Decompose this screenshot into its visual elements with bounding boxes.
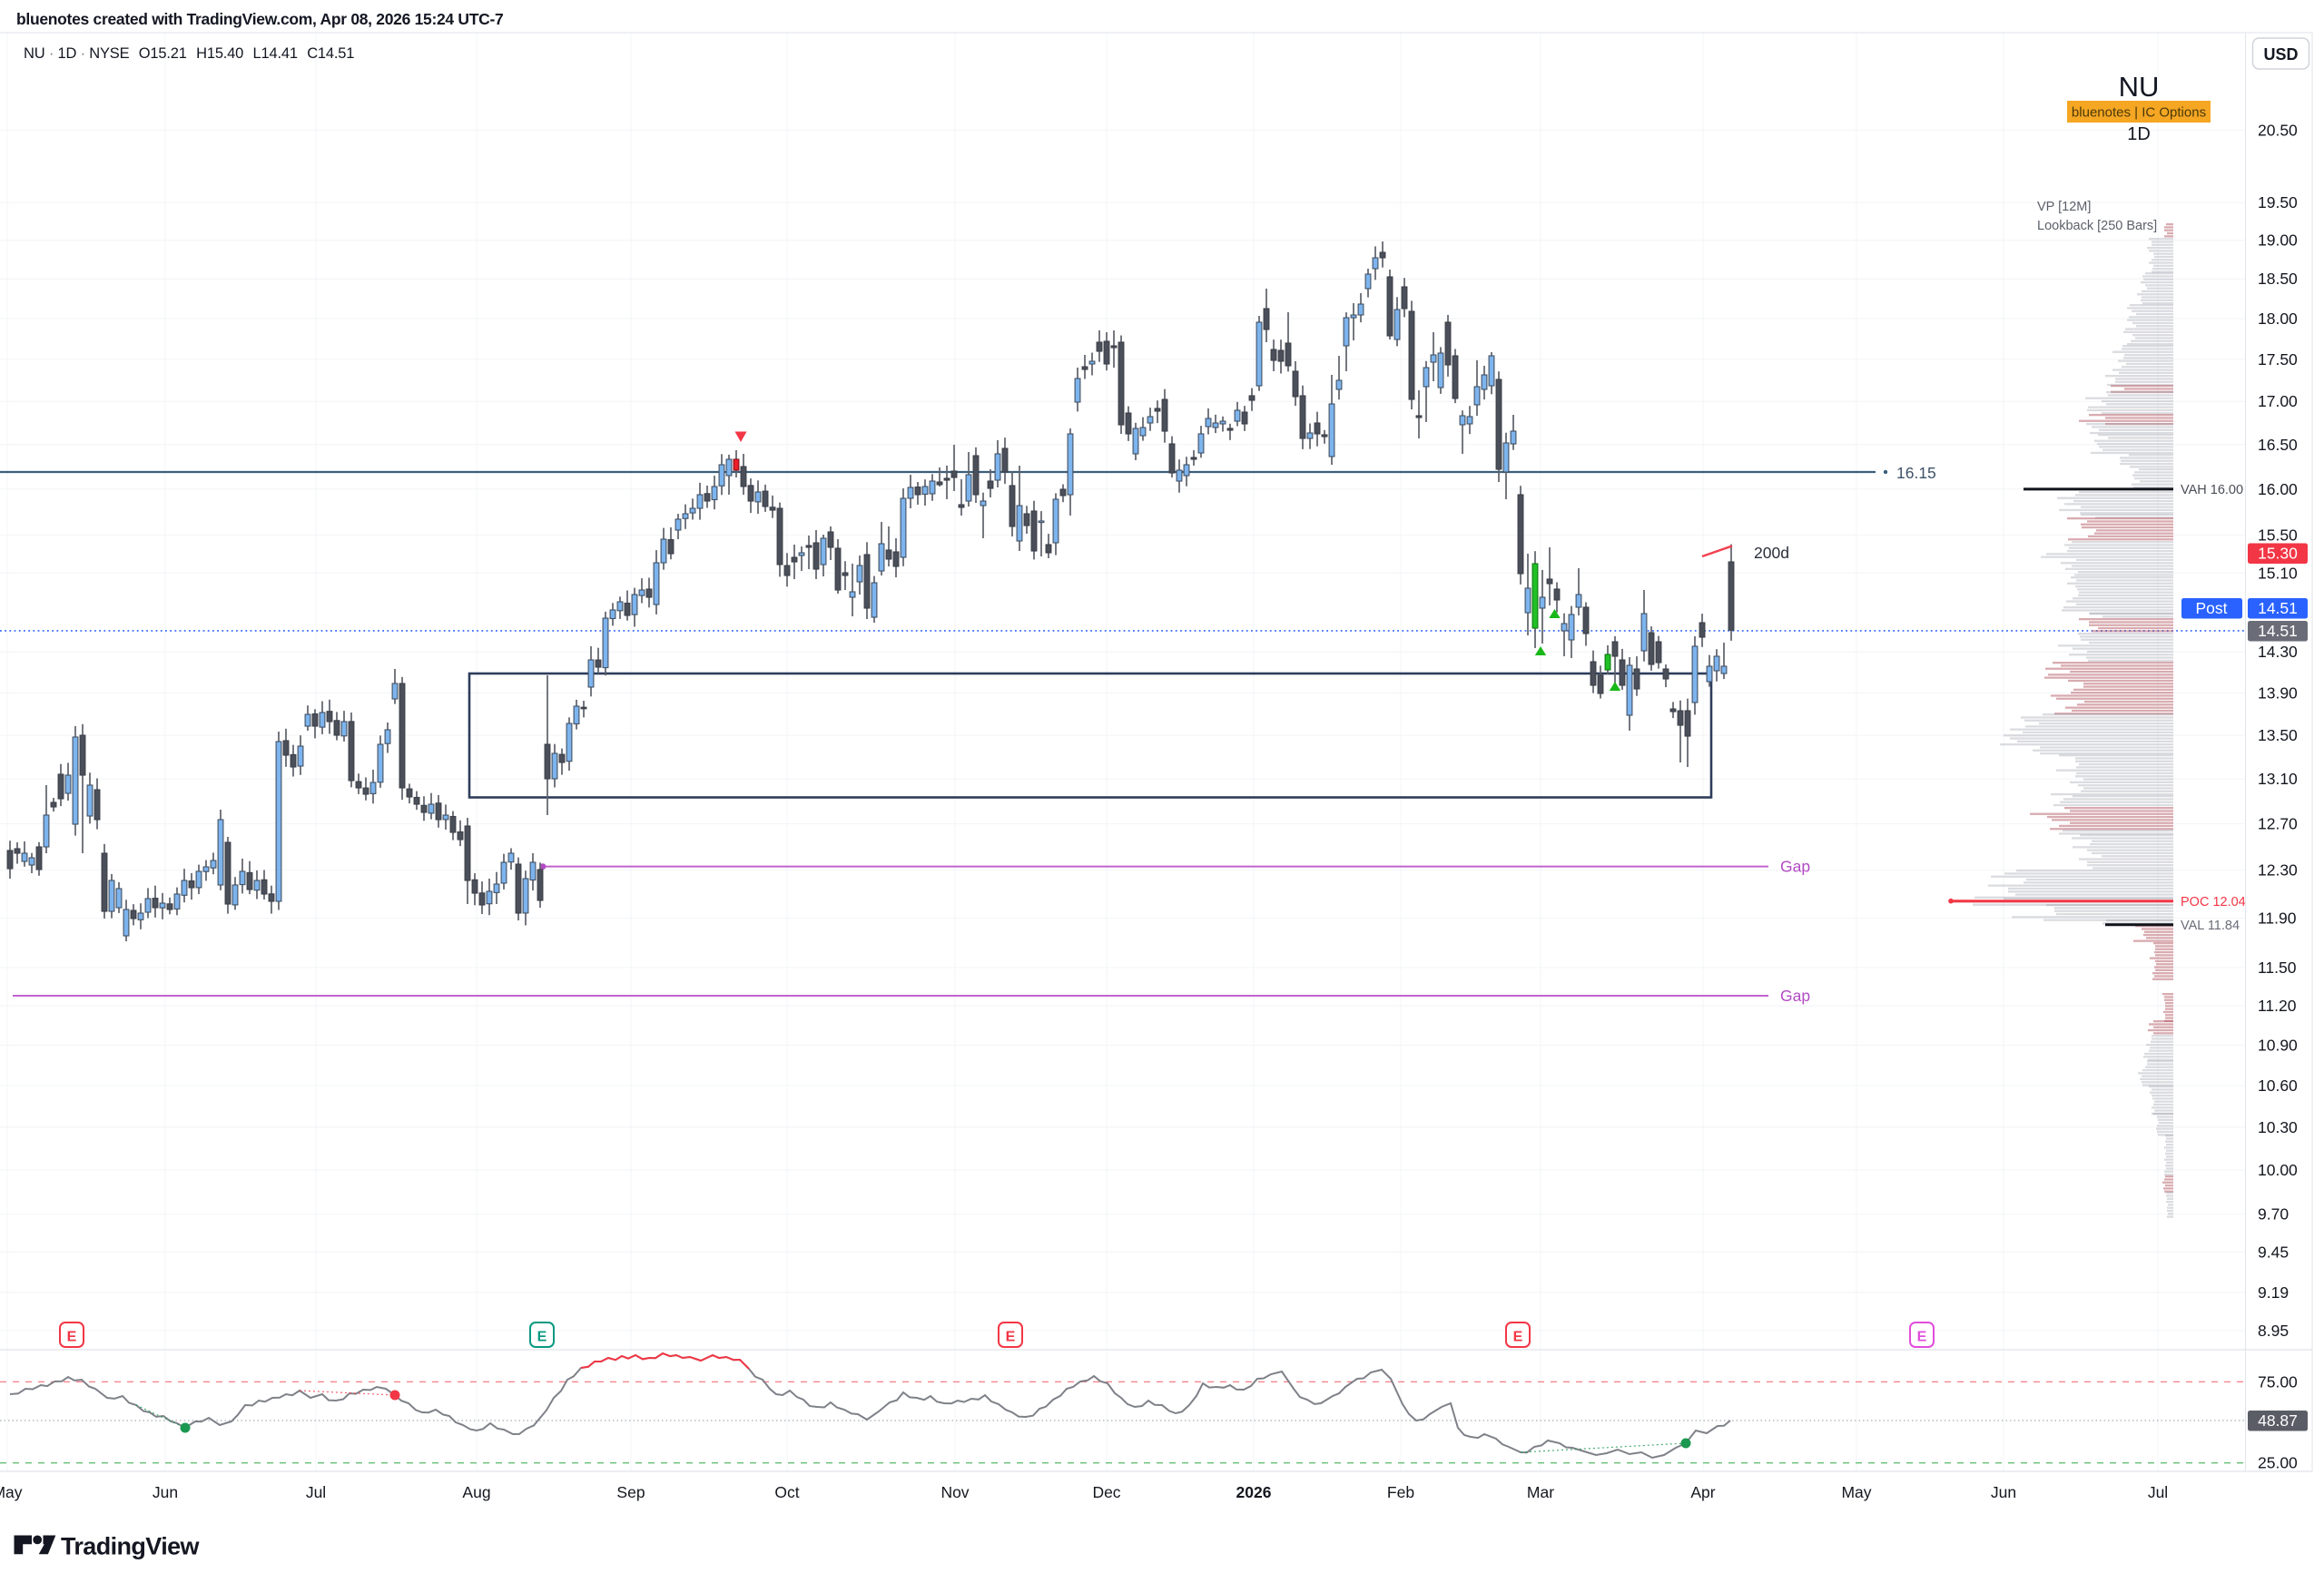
svg-text:15.30: 15.30	[2258, 545, 2298, 563]
svg-text:17.00: 17.00	[2258, 392, 2298, 410]
svg-text:2026: 2026	[1236, 1483, 1272, 1501]
svg-text:Nov: Nov	[940, 1483, 969, 1501]
svg-text:Jun: Jun	[153, 1483, 178, 1501]
svg-text:13.10: 13.10	[2258, 770, 2298, 788]
svg-text:Jul: Jul	[306, 1483, 326, 1501]
svg-text:14.51: 14.51	[2258, 622, 2298, 640]
svg-text:Oct: Oct	[774, 1483, 799, 1501]
svg-text:POC 12.04: POC 12.04	[2181, 895, 2246, 909]
svg-text:bluenotes | IC Options: bluenotes | IC Options	[2072, 105, 2206, 121]
svg-text:Aug: Aug	[462, 1483, 490, 1501]
svg-text:Gap: Gap	[1780, 858, 1810, 876]
svg-text:9.45: 9.45	[2258, 1243, 2289, 1261]
svg-text:Post: Post	[2195, 599, 2227, 617]
svg-text:Dec: Dec	[1092, 1483, 1120, 1501]
svg-text:Jun: Jun	[1991, 1483, 2016, 1501]
svg-text:10.30: 10.30	[2258, 1118, 2298, 1136]
svg-text:11.20: 11.20	[2258, 997, 2297, 1015]
svg-text:10.60: 10.60	[2258, 1077, 2298, 1095]
svg-text:11.50: 11.50	[2258, 959, 2297, 977]
svg-text:Sep: Sep	[616, 1483, 645, 1501]
svg-text:13.90: 13.90	[2258, 684, 2298, 703]
svg-text:VP [12M]: VP [12M]	[2037, 200, 2091, 214]
svg-text:Gap: Gap	[1780, 987, 1810, 1005]
svg-text:9.70: 9.70	[2258, 1205, 2289, 1224]
svg-text:75.00: 75.00	[2258, 1372, 2298, 1391]
svg-text:TradingView: TradingView	[61, 1533, 201, 1560]
svg-text:Lookback [250 Bars]: Lookback [250 Bars]	[2037, 219, 2157, 233]
svg-text:9.19: 9.19	[2258, 1283, 2289, 1302]
svg-text:19.00: 19.00	[2258, 231, 2298, 250]
svg-text:E: E	[67, 1330, 77, 1345]
svg-text:bluenotes created with Trading: bluenotes created with TradingView.com, …	[16, 10, 503, 28]
svg-text:E: E	[1917, 1330, 1927, 1345]
svg-text:Feb: Feb	[1387, 1483, 1414, 1501]
svg-text:NU · 1D · NYSE O15.21 H15.40: NU · 1D · NYSE O15.21 H15.40 L14.41 C14.…	[24, 45, 354, 62]
svg-text:VAL 11.84: VAL 11.84	[2181, 919, 2240, 933]
svg-text:VAH 16.00: VAH 16.00	[2181, 483, 2243, 497]
svg-text:18.00: 18.00	[2258, 310, 2298, 328]
svg-text:E: E	[1513, 1330, 1523, 1345]
svg-text:Mar: Mar	[1527, 1483, 1554, 1501]
svg-text:13.50: 13.50	[2258, 726, 2298, 744]
svg-text:NU: NU	[2119, 71, 2160, 103]
svg-text:16.50: 16.50	[2258, 436, 2298, 454]
svg-text:14.30: 14.30	[2258, 643, 2298, 661]
svg-text:19.50: 19.50	[2258, 193, 2298, 211]
svg-text:Jul: Jul	[2148, 1483, 2168, 1501]
svg-text:E: E	[537, 1330, 547, 1345]
svg-text:8.95: 8.95	[2258, 1322, 2289, 1340]
svg-text:10.00: 10.00	[2258, 1161, 2298, 1179]
svg-text:E: E	[1006, 1330, 1016, 1345]
svg-text:17.50: 17.50	[2258, 350, 2298, 369]
svg-text:200d: 200d	[1754, 544, 1789, 562]
svg-text:15.10: 15.10	[2258, 564, 2298, 582]
svg-text:20.50: 20.50	[2258, 121, 2298, 139]
svg-text:15.50: 15.50	[2258, 526, 2298, 545]
svg-text:Apr: Apr	[1690, 1483, 1715, 1501]
svg-text:11.90: 11.90	[2258, 909, 2297, 927]
svg-text:12.30: 12.30	[2258, 861, 2298, 880]
svg-text:48.87: 48.87	[2258, 1411, 2298, 1430]
svg-text:USD: USD	[2263, 45, 2298, 64]
svg-text:1D: 1D	[2127, 124, 2151, 144]
svg-text:16.00: 16.00	[2258, 480, 2298, 498]
svg-text:14.51: 14.51	[2258, 599, 2298, 617]
svg-text:12.70: 12.70	[2258, 815, 2298, 833]
svg-text:16.15: 16.15	[1896, 464, 1936, 482]
svg-text:10.90: 10.90	[2258, 1037, 2298, 1055]
svg-text:May: May	[1841, 1483, 1871, 1501]
svg-text:18.50: 18.50	[2258, 270, 2298, 288]
svg-text:25.00: 25.00	[2258, 1454, 2298, 1472]
svg-text:May: May	[0, 1483, 23, 1501]
